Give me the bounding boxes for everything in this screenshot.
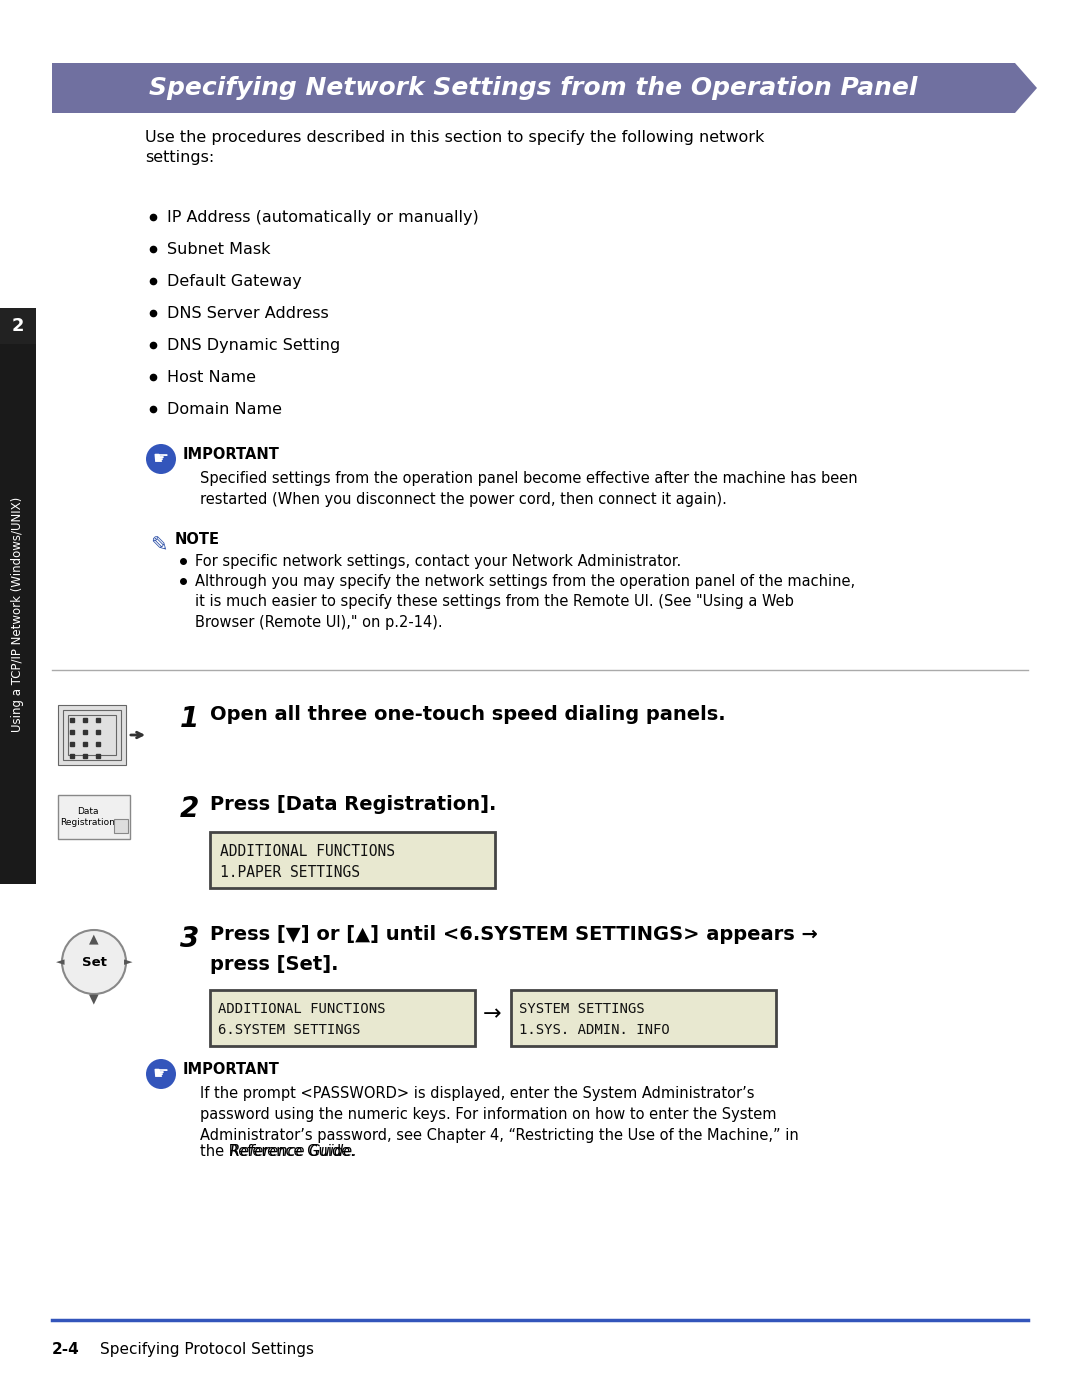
Bar [511, 990, 777, 1047]
Text: Using a TCP/IP Network (Windows/UNIX): Using a TCP/IP Network (Windows/UNIX) [12, 497, 25, 731]
Text: 1.PAPER SETTINGS: 1.PAPER SETTINGS [220, 865, 360, 880]
Bar [58, 705, 126, 765]
Text: NOTE: NOTE [175, 532, 220, 547]
Text: ►: ► [124, 956, 132, 967]
Text: 6.SYSTEM SETTINGS: 6.SYSTEM SETTINGS [218, 1023, 361, 1037]
Bar [210, 990, 475, 1047]
Text: Set: Set [82, 955, 107, 969]
Text: Specifying Network Settings from the Operation Panel: Specifying Network Settings from the Ope… [149, 76, 918, 100]
Text: Domain Name: Domain Name [167, 403, 282, 416]
Text: ◄: ◄ [56, 956, 64, 967]
Text: →: → [483, 1004, 501, 1024]
Text: For specific network settings, contact your Network Administrator.: For specific network settings, contact y… [195, 554, 681, 569]
Bar [0, 308, 36, 344]
Text: If the prompt <PASSWORD> is displayed, enter the System Administrator’s
password: If the prompt <PASSWORD> is displayed, e… [200, 1085, 799, 1142]
Text: Open all three one-touch speed dialing panels.: Open all three one-touch speed dialing p… [210, 705, 726, 725]
Text: SYSTEM SETTINGS: SYSTEM SETTINGS [519, 1002, 645, 1016]
Text: press [Set].: press [Set]. [210, 955, 338, 974]
Polygon shape [52, 62, 1037, 112]
Text: ▲: ▲ [90, 931, 98, 945]
Text: 2: 2 [180, 795, 199, 823]
Text: Press [Data Registration].: Press [Data Registration]. [210, 795, 497, 813]
Text: 2: 2 [12, 316, 24, 335]
Text: ✎: ✎ [150, 534, 167, 555]
Circle shape [146, 444, 176, 473]
Text: DNS Dynamic Setting: DNS Dynamic Setting [167, 339, 340, 353]
Text: 1: 1 [180, 705, 199, 733]
Text: ADDITIONAL FUNCTIONS: ADDITIONAL FUNCTIONS [220, 844, 395, 859]
Bar [63, 711, 121, 761]
Text: IMPORTANT: IMPORTANT [183, 447, 280, 462]
Bar [68, 715, 116, 755]
Bar [114, 819, 129, 833]
Text: IMPORTANT: IMPORTANT [183, 1062, 280, 1077]
Text: Press [▼] or [▲] until <6.SYSTEM SETTINGS> appears →: Press [▼] or [▲] until <6.SYSTEM SETTING… [210, 924, 818, 944]
Bar [210, 831, 495, 888]
Text: 1.SYS. ADMIN. INFO: 1.SYS. ADMIN. INFO [519, 1023, 670, 1037]
Text: Reference Guide.: Reference Guide. [230, 1145, 356, 1159]
Text: Use the procedures described in this section to specify the following network
se: Use the procedures described in this sec… [145, 130, 765, 165]
Text: 2-4: 2-4 [52, 1342, 80, 1357]
Text: the Reference Guide.: the Reference Guide. [200, 1145, 355, 1159]
Text: 3: 3 [180, 924, 199, 954]
Text: ADDITIONAL FUNCTIONS: ADDITIONAL FUNCTIONS [218, 1002, 386, 1016]
Text: IP Address (automatically or manually): IP Address (automatically or manually) [167, 210, 478, 225]
Text: Subnet Mask: Subnet Mask [167, 242, 270, 257]
Circle shape [62, 930, 126, 994]
Bar [0, 344, 36, 884]
Text: Host Name: Host Name [167, 371, 256, 384]
Text: Specified settings from the operation panel become effective after the machine h: Specified settings from the operation pa… [200, 471, 858, 507]
Bar [58, 795, 130, 838]
Circle shape [146, 1059, 176, 1090]
Text: Specifying Protocol Settings: Specifying Protocol Settings [100, 1342, 314, 1357]
Text: DNS Server Address: DNS Server Address [167, 305, 328, 321]
Text: ▼: ▼ [90, 992, 98, 1005]
Text: Default Gateway: Default Gateway [167, 273, 301, 289]
Text: ☛: ☛ [153, 1065, 170, 1083]
Text: Data
Registration: Data Registration [60, 806, 116, 827]
Text: Althrough you may specify the network settings from the operation panel of the m: Althrough you may specify the network se… [195, 575, 855, 630]
Text: ☛: ☛ [153, 450, 170, 468]
